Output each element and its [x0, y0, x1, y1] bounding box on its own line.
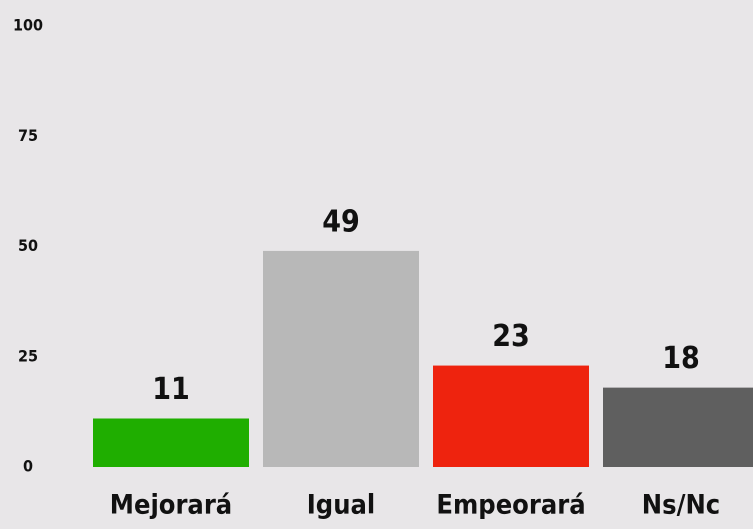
y-tick-label: 0: [23, 457, 33, 476]
y-tick-label: 25: [18, 346, 38, 365]
x-tick-label: Mejorará: [110, 490, 232, 521]
value-label: 23: [492, 319, 530, 354]
y-tick-label: 100: [13, 16, 43, 35]
x-tick-label: Ns/Nc: [642, 490, 720, 521]
bar: [603, 387, 753, 467]
value-label: 11: [152, 372, 190, 407]
value-label: 49: [322, 204, 360, 239]
y-tick-label: 75: [18, 126, 38, 145]
x-tick-label: Igual: [307, 490, 375, 521]
bar: [263, 250, 419, 467]
y-tick-label: 50: [18, 236, 38, 255]
value-label: 18: [662, 341, 700, 376]
x-tick-label: Empeorará: [436, 490, 585, 521]
bar: [93, 418, 249, 467]
bar: [433, 365, 589, 467]
